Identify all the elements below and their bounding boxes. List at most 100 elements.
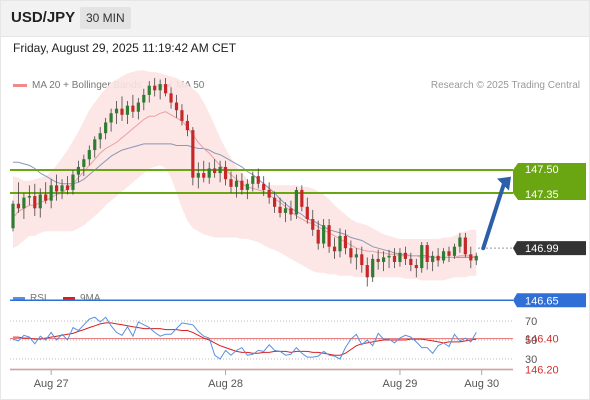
candle-body bbox=[87, 150, 91, 160]
candle-body bbox=[93, 139, 97, 151]
rsi-tick-label: 50 bbox=[525, 335, 537, 347]
candle-body bbox=[196, 173, 200, 178]
candle-body bbox=[169, 93, 173, 103]
candle-body bbox=[49, 185, 53, 201]
candle-body bbox=[234, 180, 239, 187]
candle-body bbox=[398, 252, 402, 262]
candle-body bbox=[120, 108, 124, 115]
candle-body bbox=[273, 197, 277, 207]
candle-body bbox=[289, 208, 293, 215]
legend-ma20: MA 20 + Bollinger Bands bbox=[13, 80, 142, 91]
x-tick-label: Aug 27 bbox=[34, 378, 69, 390]
candle-body bbox=[164, 84, 168, 94]
rsi-ma-label: 9MA bbox=[80, 293, 101, 304]
candle-body bbox=[33, 196, 37, 209]
candle-body bbox=[441, 251, 446, 261]
candle-body bbox=[392, 255, 397, 262]
candle-body bbox=[420, 245, 424, 269]
candle-body bbox=[300, 189, 304, 207]
resistance-label-bg bbox=[513, 163, 586, 200]
candle-body bbox=[305, 206, 309, 220]
candle-body bbox=[147, 85, 151, 95]
rsi-ma-swatch bbox=[63, 296, 75, 300]
resistance-label: 147.35 bbox=[525, 189, 559, 201]
candle-body bbox=[338, 235, 342, 252]
candle-body bbox=[109, 113, 113, 123]
candle-body bbox=[431, 255, 435, 262]
support-label-blue: 146.65 bbox=[525, 295, 559, 307]
ma20-label: MA 20 + Bollinger Bands bbox=[32, 80, 142, 91]
candle-body bbox=[11, 203, 15, 229]
candle-body bbox=[142, 94, 146, 103]
candle-body bbox=[474, 255, 478, 261]
candle-body bbox=[27, 196, 31, 198]
support-label-blue-bg bbox=[513, 293, 586, 308]
candle-body bbox=[202, 173, 206, 178]
x-tick-label: Aug 29 bbox=[383, 378, 418, 390]
candle-body bbox=[267, 189, 271, 198]
x-tick-label: Aug 28 bbox=[208, 378, 243, 390]
candle-body bbox=[294, 189, 298, 215]
legend-rsi: RSI bbox=[13, 293, 47, 304]
ma50-label: MA 50 bbox=[176, 80, 205, 91]
candle-body bbox=[278, 206, 282, 213]
candle-body bbox=[213, 168, 217, 174]
candle-body bbox=[114, 108, 119, 114]
candle-body bbox=[409, 258, 413, 266]
candle-body bbox=[425, 245, 429, 262]
candle-body bbox=[458, 237, 462, 247]
candle-body bbox=[387, 255, 391, 258]
candle-body bbox=[185, 120, 189, 131]
candle-body bbox=[403, 252, 407, 259]
timeframe-badge[interactable]: 30 MIN bbox=[80, 7, 131, 29]
candle-body bbox=[463, 237, 467, 255]
candle-body bbox=[240, 180, 244, 190]
forecast-arrowhead bbox=[497, 176, 511, 191]
candle-body bbox=[343, 235, 348, 249]
candle-body bbox=[469, 254, 473, 261]
header-bar: USD/JPY 30 MIN bbox=[0, 0, 590, 37]
candle-body bbox=[16, 203, 21, 209]
candle-body bbox=[60, 185, 64, 192]
candle-body bbox=[414, 265, 418, 269]
candle-body bbox=[218, 166, 222, 174]
datetime-label: Friday, August 29, 2025 11:19:42 AM CET bbox=[13, 41, 237, 55]
candle-body bbox=[38, 194, 42, 209]
legend-rsi-ma: 9MA bbox=[63, 293, 101, 304]
symbol-title: USD/JPY bbox=[11, 9, 76, 26]
candle-body bbox=[251, 176, 255, 184]
bollinger-band bbox=[13, 70, 477, 281]
credit-label: Research © 2025 Trading Central bbox=[430, 80, 580, 91]
candle-body bbox=[436, 255, 440, 261]
rsi-tick-label: 70 bbox=[525, 316, 537, 328]
candle-body bbox=[316, 229, 320, 244]
candle-body bbox=[371, 258, 375, 278]
candle-body bbox=[207, 168, 211, 178]
candle-body bbox=[76, 166, 80, 175]
candle-body bbox=[322, 225, 326, 244]
rsi-swatch bbox=[13, 296, 25, 300]
current-price-label-bg bbox=[513, 241, 586, 256]
candle-body bbox=[136, 102, 140, 112]
candle-body bbox=[191, 130, 195, 178]
candle-body bbox=[245, 183, 249, 190]
candle-body bbox=[376, 258, 380, 262]
candle-body bbox=[311, 219, 315, 230]
candle-body bbox=[360, 254, 364, 266]
candle-body bbox=[327, 225, 331, 247]
candle-body bbox=[158, 84, 162, 91]
rsi-ma-line bbox=[13, 322, 477, 356]
candle-body bbox=[354, 254, 358, 258]
candle-body bbox=[452, 246, 457, 256]
forecast-arrow bbox=[481, 181, 506, 251]
ma20-swatch bbox=[13, 83, 27, 87]
current-price-label: 146.99 bbox=[525, 243, 559, 255]
candle-body bbox=[349, 248, 353, 258]
candle-body bbox=[447, 251, 451, 256]
candle-body bbox=[332, 246, 337, 252]
candle-body bbox=[82, 159, 86, 167]
candle-body bbox=[65, 185, 70, 190]
candle-body bbox=[44, 194, 48, 201]
candle-body bbox=[125, 105, 130, 115]
